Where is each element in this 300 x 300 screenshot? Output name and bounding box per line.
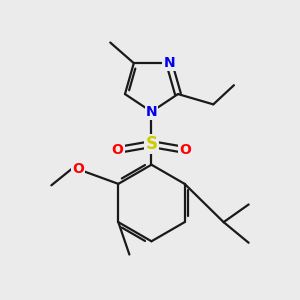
Text: O: O	[72, 162, 84, 176]
Text: O: O	[112, 143, 124, 157]
Text: N: N	[146, 105, 157, 119]
Text: O: O	[179, 143, 191, 157]
Text: N: N	[163, 56, 175, 70]
Text: S: S	[146, 135, 158, 153]
